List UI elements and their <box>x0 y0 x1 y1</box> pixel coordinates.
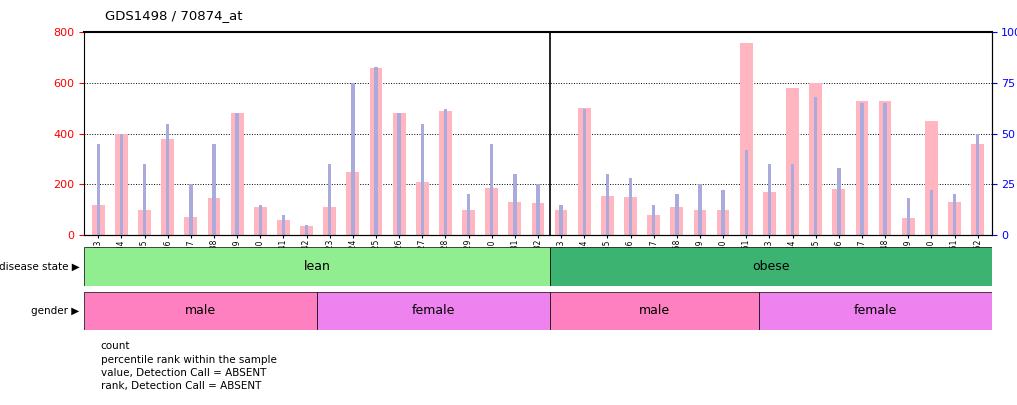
Bar <box>601 196 614 235</box>
Bar <box>347 172 359 235</box>
Bar <box>629 178 633 235</box>
Text: gender ▶: gender ▶ <box>32 306 79 316</box>
Bar <box>258 205 262 235</box>
Bar <box>92 205 105 235</box>
Bar <box>421 124 424 235</box>
Bar <box>554 210 567 235</box>
Bar <box>300 226 313 235</box>
Bar <box>902 218 914 235</box>
Bar <box>583 109 586 235</box>
Bar <box>485 188 498 235</box>
Bar <box>235 113 239 235</box>
Bar <box>317 292 549 330</box>
Text: obese: obese <box>752 260 789 273</box>
Bar <box>925 121 938 235</box>
Text: lean: lean <box>304 260 331 273</box>
Bar <box>810 83 822 235</box>
Bar <box>416 182 428 235</box>
Text: value, Detection Call = ABSENT: value, Detection Call = ABSENT <box>101 368 266 378</box>
Bar <box>514 174 517 235</box>
Bar <box>721 190 725 235</box>
Bar <box>277 220 290 235</box>
Bar <box>374 67 377 235</box>
Bar <box>740 43 753 235</box>
Bar <box>953 194 956 235</box>
Bar <box>670 207 683 235</box>
Bar <box>369 68 382 235</box>
Bar <box>439 111 452 235</box>
Bar <box>549 247 992 286</box>
Bar <box>971 144 984 235</box>
Text: male: male <box>185 304 217 318</box>
Bar <box>763 192 776 235</box>
Bar <box>744 150 749 235</box>
Bar <box>675 194 678 235</box>
Bar <box>351 83 355 235</box>
Text: count: count <box>101 341 130 351</box>
Bar <box>166 124 170 235</box>
Bar <box>532 203 544 235</box>
Bar <box>699 184 702 235</box>
Bar <box>860 103 863 235</box>
Bar <box>231 113 243 235</box>
Bar <box>694 210 707 235</box>
Bar <box>84 247 549 286</box>
Bar <box>115 134 128 235</box>
Bar <box>467 194 470 235</box>
Bar <box>606 174 609 235</box>
Bar <box>189 184 192 235</box>
Bar <box>879 101 892 235</box>
Bar <box>327 164 332 235</box>
Bar <box>323 207 336 235</box>
Bar <box>398 113 401 235</box>
Text: male: male <box>639 304 670 318</box>
Bar <box>138 210 151 235</box>
Bar <box>207 198 221 235</box>
Bar <box>814 97 818 235</box>
Bar <box>184 217 197 235</box>
Bar <box>508 202 522 235</box>
Text: percentile rank within the sample: percentile rank within the sample <box>101 355 277 364</box>
Bar <box>305 225 308 235</box>
Bar <box>443 109 447 235</box>
Bar <box>717 210 729 235</box>
Bar <box>855 101 869 235</box>
Bar <box>837 168 841 235</box>
Bar <box>648 215 660 235</box>
Bar <box>282 215 285 235</box>
Bar <box>578 108 591 235</box>
Bar <box>84 292 317 330</box>
Bar <box>948 202 961 235</box>
Bar <box>536 184 540 235</box>
Bar <box>97 144 100 235</box>
Bar <box>786 88 799 235</box>
Bar <box>490 144 493 235</box>
Bar <box>791 164 794 235</box>
Bar <box>393 113 406 235</box>
Bar <box>768 164 771 235</box>
Bar <box>652 205 655 235</box>
Bar <box>559 205 562 235</box>
Text: rank, Detection Call = ABSENT: rank, Detection Call = ABSENT <box>101 382 261 391</box>
Bar <box>906 198 910 235</box>
Bar <box>930 190 934 235</box>
Bar <box>462 210 475 235</box>
Bar <box>624 197 637 235</box>
Text: GDS1498 / 70874_at: GDS1498 / 70874_at <box>105 9 242 22</box>
Text: disease state ▶: disease state ▶ <box>0 261 79 271</box>
Bar <box>884 103 887 235</box>
Bar <box>162 139 174 235</box>
Bar <box>213 144 216 235</box>
Bar <box>549 292 759 330</box>
Text: female: female <box>412 304 455 318</box>
Bar <box>833 190 845 235</box>
Bar <box>120 134 123 235</box>
Bar <box>976 134 979 235</box>
Bar <box>254 207 266 235</box>
Bar <box>142 164 146 235</box>
Text: female: female <box>853 304 897 318</box>
Bar <box>759 292 992 330</box>
